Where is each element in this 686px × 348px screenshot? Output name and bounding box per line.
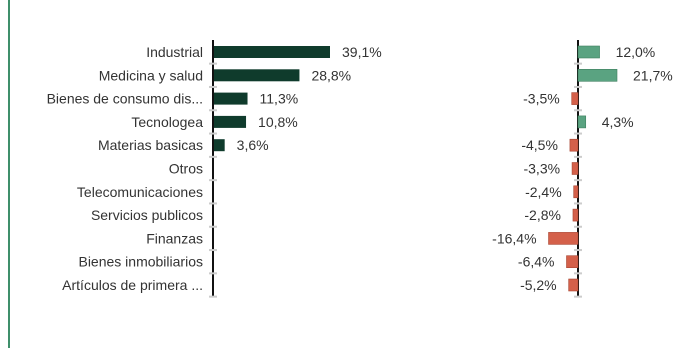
left-category-label: Servicios publicos bbox=[91, 207, 203, 223]
left-category-label: Otros bbox=[169, 161, 203, 177]
left-value-label: 10,8% bbox=[258, 114, 298, 130]
right-value-label: -3,5% bbox=[523, 91, 560, 107]
left-bar bbox=[214, 46, 330, 58]
left-bar bbox=[214, 115, 247, 128]
left-category-label: Bienes inmobiliarios bbox=[78, 254, 203, 270]
right-bar-negative bbox=[572, 208, 579, 222]
left-value-label: 11,3% bbox=[260, 91, 299, 107]
left-value-label: 28,8% bbox=[311, 67, 351, 83]
left-category-label: Bienes de consumo dis... bbox=[47, 91, 203, 107]
left-value-label: 3,6% bbox=[237, 137, 269, 153]
left-category-label: Finanzas bbox=[146, 230, 203, 246]
left-category-label: Telecomunicaciones bbox=[77, 184, 203, 200]
right-value-label: 21,7% bbox=[633, 67, 673, 83]
right-value-label: -6,4% bbox=[518, 254, 555, 270]
right-bar-negative bbox=[548, 232, 579, 245]
left-category-label: Industrial bbox=[146, 44, 203, 60]
right-bar-negative bbox=[571, 92, 579, 105]
left-value-label: 39,1% bbox=[342, 44, 382, 60]
right-bar-negative bbox=[568, 278, 579, 292]
left-bar bbox=[214, 139, 225, 152]
right-bar-positive bbox=[577, 69, 618, 82]
left-bar bbox=[214, 92, 248, 105]
right-value-label: -16,4% bbox=[492, 230, 536, 246]
right-bar-negative bbox=[569, 138, 579, 152]
left-accent-rule bbox=[8, 0, 10, 348]
right-value-label: -4,5% bbox=[521, 137, 558, 153]
right-value-label: -5,2% bbox=[520, 277, 557, 293]
left-category-label: Artículos de primera ... bbox=[62, 277, 203, 293]
left-category-label: Tecnologea bbox=[131, 114, 203, 130]
right-value-label: 12,0% bbox=[616, 44, 656, 60]
left-category-label: Medicina y salud bbox=[99, 67, 203, 83]
right-value-label: 4,3% bbox=[602, 114, 634, 130]
right-value-label: -2,8% bbox=[524, 207, 561, 223]
right-bar-negative bbox=[571, 162, 579, 175]
right-bar-positive bbox=[577, 45, 600, 59]
right-bar-negative bbox=[573, 185, 579, 199]
right-value-label: -3,3% bbox=[523, 161, 560, 177]
right-bar-negative bbox=[566, 255, 579, 268]
right-bar-positive bbox=[577, 115, 587, 129]
right-value-label: -2,4% bbox=[525, 184, 562, 200]
left-bar bbox=[214, 69, 300, 82]
left-category-label: Materias basicas bbox=[98, 137, 203, 153]
